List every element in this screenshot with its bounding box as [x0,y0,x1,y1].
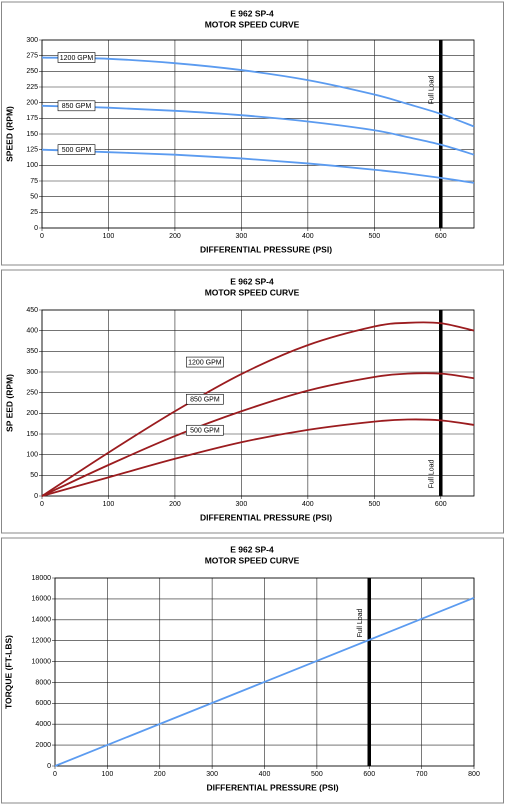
series-label-box [57,144,96,155]
series-label: 1200 GPM [60,55,94,62]
x-tick-label: 300 [206,771,218,778]
series-label: 850 GPM [62,103,92,110]
series-label-box [57,52,96,63]
series-line [41,418,475,497]
chart-title: E 962 SP-4 [230,276,274,286]
x-tick-label: 300 [236,233,248,240]
series-label-box [57,100,96,112]
x-axis-label: DIFFERENTIAL PRESSURE (PSI) [200,244,332,254]
x-tick-label: 500 [368,501,380,508]
series-label-box [186,393,224,405]
y-tick-label: 275 [26,53,38,60]
y-tick-label: 450 [26,307,38,314]
series-label-box [186,424,224,436]
series-line [54,597,475,767]
x-tick-label: 800 [468,771,480,778]
y-tick-label: 14000 [32,617,52,624]
full-load-label: Full Load [357,608,364,637]
x-tick-label: 0 [40,233,44,240]
x-tick-label: 200 [154,771,166,778]
chart-subtitle: MOTOR SPEED CURVE [205,19,300,29]
x-tick-label: 300 [236,501,248,508]
chart-title: E 962 SP-4 [230,544,274,554]
series-line [41,104,475,156]
x-axis-label: DIFFERENTIAL PRESSURE (PSI) [200,512,332,522]
y-tick-label: 175 [26,115,38,122]
series-label: 850 GPM [190,397,220,404]
series-label: 1200 GPM [188,359,222,366]
series-line [41,372,475,497]
x-tick-label: 0 [40,501,44,508]
x-tick-label: 400 [259,771,271,778]
x-tick-label: 100 [103,233,115,240]
y-tick-label: 25 [30,209,38,216]
y-tick-label: 2000 [35,742,51,749]
y-tick-label: 18000 [32,575,52,582]
x-tick-label: 600 [363,771,375,778]
x-tick-label: 100 [102,771,114,778]
y-tick-label: 10000 [32,658,52,665]
x-tick-label: 600 [435,233,447,240]
y-axis-label: TORQUE (FT-LBS) [3,635,13,709]
y-tick-label: 100 [26,162,38,169]
y-axis-label: SPEED (RPM) [4,106,14,162]
y-tick-label: 300 [26,369,38,376]
full-load-label: Full Load [429,75,436,104]
y-tick-label: 200 [26,410,38,417]
plot-frame [54,577,475,767]
full-load-label: Full Load [429,459,436,488]
y-tick-label: 16000 [32,596,52,603]
y-tick-label: 0 [34,493,38,500]
y-tick-label: 350 [26,348,38,355]
y-tick-label: 400 [26,328,38,335]
y-tick-label: 12000 [32,638,52,645]
y-tick-label: 250 [26,68,38,75]
series-line [41,56,475,128]
series-line [41,148,475,184]
x-tick-label: 400 [302,501,314,508]
y-tick-label: 100 [26,452,38,459]
y-tick-label: 50 [30,194,38,201]
x-tick-label: 200 [169,501,181,508]
y-tick-label: 0 [47,763,51,770]
chart-subtitle: MOTOR SPEED CURVE [205,555,300,565]
series-label: 500 GPM [62,147,92,154]
plot-frame [41,39,475,229]
y-tick-label: 0 [34,225,38,232]
y-tick-label: 250 [26,390,38,397]
y-axis-label: SP EED (RPM) [4,374,14,432]
plot-frame [41,309,475,497]
panel-border [1,1,504,266]
series-label-box [186,356,224,368]
y-tick-label: 125 [26,147,38,154]
x-axis-label: DIFFERENTIAL PRESSURE (PSI) [206,782,338,792]
y-tick-label: 300 [26,37,38,44]
panel-border [1,537,504,804]
x-tick-label: 500 [311,771,323,778]
x-tick-label: 100 [103,501,115,508]
series-line [41,321,475,497]
y-tick-label: 150 [26,131,38,138]
y-tick-label: 200 [26,100,38,107]
y-tick-label: 6000 [35,700,51,707]
x-tick-label: 700 [416,771,428,778]
x-tick-label: 400 [302,233,314,240]
x-tick-label: 0 [53,771,57,778]
x-tick-label: 600 [435,501,447,508]
panel-border [1,269,504,534]
series-label: 500 GPM [190,428,220,435]
chart-subtitle: MOTOR SPEED CURVE [205,287,300,297]
x-tick-label: 500 [368,233,380,240]
chart-title: E 962 SP-4 [230,8,274,18]
x-tick-label: 200 [169,233,181,240]
y-tick-label: 50 [30,472,38,479]
y-tick-label: 75 [30,178,38,185]
y-tick-label: 150 [26,431,38,438]
y-tick-label: 8000 [35,679,51,686]
y-tick-label: 225 [26,84,38,91]
y-tick-label: 4000 [35,721,51,728]
